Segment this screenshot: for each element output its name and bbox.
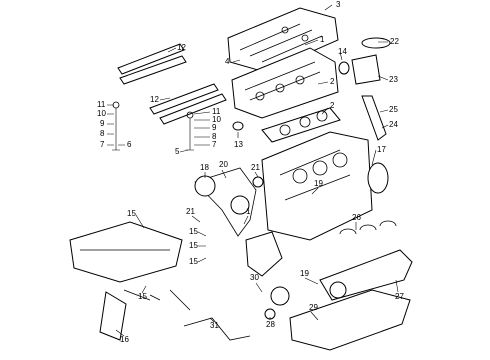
callout: 5 bbox=[175, 147, 180, 156]
callout: 21 bbox=[186, 207, 195, 216]
callout: 2 bbox=[330, 77, 335, 86]
callout-labels: 3 1 4 14 22 12 12 2 23 25 24 11 10 9 8 7… bbox=[97, 0, 404, 344]
callout: 11 bbox=[212, 107, 221, 116]
callout: 14 bbox=[338, 47, 347, 56]
callout: 8 bbox=[100, 129, 105, 138]
callout: 18 bbox=[200, 163, 209, 172]
callout: 16 bbox=[120, 335, 129, 344]
callout: 28 bbox=[266, 320, 275, 329]
callout: 21 bbox=[251, 163, 260, 172]
callout: 15 bbox=[189, 257, 198, 266]
callout: 8 bbox=[212, 132, 217, 141]
callout: 1 bbox=[246, 207, 251, 216]
callout: 12 bbox=[177, 43, 186, 52]
callout: 31 bbox=[210, 321, 219, 330]
callout: 3 bbox=[336, 0, 341, 9]
callout: 19 bbox=[314, 179, 323, 188]
callout: 25 bbox=[389, 105, 398, 114]
callout: 15 bbox=[189, 227, 198, 236]
callout: 19 bbox=[300, 269, 309, 278]
callout: 11 bbox=[97, 100, 106, 109]
callout: 9 bbox=[212, 123, 217, 132]
callout: 13 bbox=[234, 140, 243, 149]
callout: 29 bbox=[309, 303, 318, 312]
callout: 7 bbox=[212, 140, 217, 149]
callout: 12 bbox=[150, 95, 159, 104]
callout: 7 bbox=[100, 140, 105, 149]
callout: 15 bbox=[138, 292, 147, 301]
drawing bbox=[69, 4, 413, 351]
callout: 27 bbox=[395, 292, 404, 301]
callout: 1 bbox=[320, 35, 325, 44]
callout: 22 bbox=[390, 37, 399, 46]
callout: 17 bbox=[377, 145, 386, 154]
callout: 24 bbox=[389, 120, 398, 129]
callout: 4 bbox=[225, 57, 230, 66]
callout: 23 bbox=[389, 75, 398, 84]
callout: 30 bbox=[250, 273, 259, 282]
callout: 20 bbox=[219, 160, 228, 169]
callout: 15 bbox=[189, 241, 198, 250]
callout: 6 bbox=[127, 140, 132, 149]
callout: 10 bbox=[212, 115, 221, 124]
callout: 26 bbox=[352, 213, 361, 222]
callout: 15 bbox=[127, 209, 136, 218]
callout: 9 bbox=[100, 119, 105, 128]
callout: 10 bbox=[97, 109, 106, 118]
callout: 2 bbox=[330, 101, 335, 110]
